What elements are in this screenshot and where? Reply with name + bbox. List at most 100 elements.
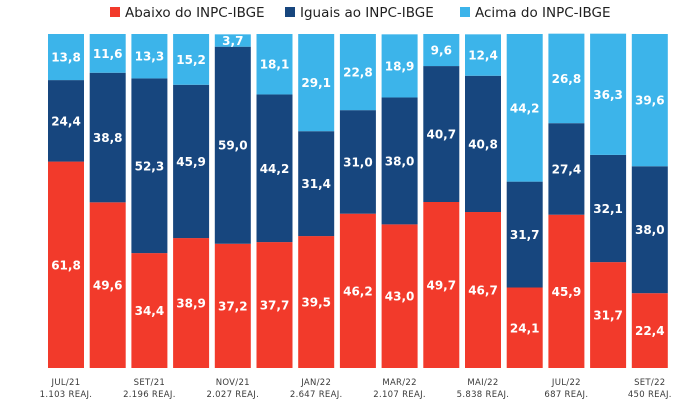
bar-segment (423, 34, 460, 67)
data-label: 61,8 (51, 258, 81, 272)
legend-label: Iguais ao INPC-IBGE (300, 5, 434, 21)
data-label: 31,7 (593, 309, 623, 323)
data-label: 18,9 (385, 59, 415, 73)
data-label: 46,7 (468, 284, 498, 298)
bar-segment (256, 34, 293, 95)
legend-swatch (460, 7, 470, 17)
data-label: 22,8 (343, 66, 373, 80)
bar-segment (173, 238, 210, 368)
bar-column-MAI/22 (465, 34, 501, 368)
data-label: 34,4 (135, 304, 165, 318)
data-label: 32,1 (593, 202, 623, 216)
bars (48, 33, 668, 368)
bar-segment (590, 33, 627, 155)
bar-segment (214, 34, 251, 47)
bar-column-NOV/21 (214, 34, 251, 368)
bar-column-SET/21 (131, 34, 168, 368)
bar-segment (548, 33, 585, 124)
legend-label: Acima do INPC-IBGE (475, 5, 611, 21)
bar-segment (465, 75, 501, 213)
x-axis-ticks: JUL/21 1.103 REAJ. SET/21 2.196 REAJ. NOV/21… (40, 378, 672, 400)
tick-label: MAR/22 2.107 REAJ. (373, 378, 426, 400)
bar-segment (48, 80, 84, 162)
bar-segment (214, 46, 251, 244)
data-label: 38,0 (635, 223, 665, 237)
bar-segment (381, 34, 418, 98)
bar-column-OUT/21 (173, 34, 210, 368)
data-label: 44,2 (510, 101, 540, 115)
bar-column-MAR/22 (381, 34, 418, 368)
bar-column-AGO/22 (590, 33, 627, 368)
data-label: 49,6 (93, 279, 123, 293)
bar-segment (131, 253, 168, 368)
bar-column-JUL/21 (48, 34, 84, 368)
data-label: 40,7 (426, 128, 456, 142)
data-label: 38,8 (93, 131, 123, 145)
bar-segment (381, 224, 418, 368)
data-label: 43,0 (385, 290, 415, 304)
tick-count: 2.027 REAJ. (206, 390, 259, 400)
bar-segment (131, 78, 168, 254)
bar-segment (506, 34, 543, 182)
tick-month: MAI/22 (467, 378, 498, 388)
data-label: 49,7 (426, 279, 456, 293)
bar-segment (339, 34, 376, 111)
data-label: 24,1 (510, 321, 540, 335)
bar-segment (381, 97, 418, 225)
data-label: 13,3 (135, 50, 165, 64)
bar-segment (506, 181, 543, 288)
tick-label: SET/22 450 REAJ. (628, 378, 672, 400)
tick-month: NOV/21 (216, 378, 250, 388)
tick-label: JAN/22 2.647 REAJ. (290, 378, 343, 400)
data-label: 37,2 (218, 299, 248, 313)
tick-count: 450 REAJ. (628, 390, 672, 400)
bar-segment (131, 34, 168, 79)
bar-segment (89, 72, 126, 203)
tick-label: JUL/21 1.103 REAJ. (40, 378, 93, 400)
legend: Abaixo do INPC-IBGE Iguais ao INPC-IBGE Ac… (110, 5, 611, 21)
data-label: 39,6 (635, 94, 665, 108)
bar-column-JUN/22 (506, 34, 543, 368)
bar-segment (506, 287, 543, 368)
bar-segment (173, 34, 210, 85)
data-label: 11,6 (93, 47, 123, 61)
bar-segment (298, 236, 335, 368)
legend-swatch (285, 7, 295, 17)
tick-count: 1.103 REAJ. (40, 390, 93, 400)
data-label: 46,2 (343, 284, 373, 298)
bar-segment (48, 34, 84, 81)
data-label: 3,7 (222, 34, 243, 48)
bar-segment (631, 34, 668, 167)
data-label: 22,4 (635, 324, 665, 338)
tick-month: JUL/21 (51, 378, 81, 388)
data-label: 29,1 (301, 76, 331, 90)
bar-segment (631, 293, 668, 368)
bar-segment (465, 34, 501, 76)
bar-segment (631, 166, 668, 294)
tick-label: SET/21 2.196 REAJ. (123, 378, 175, 400)
tick-label: MAI/22 5.838 REAJ. (457, 378, 509, 400)
bar-segment (89, 202, 126, 368)
tick-count: 2.107 REAJ. (373, 390, 426, 400)
data-label: 18,1 (260, 58, 290, 72)
bar-column-JAN/22 (298, 34, 335, 368)
legend-swatch (110, 7, 120, 17)
legend-item-2: Iguais ao INPC-IBGE (285, 5, 434, 21)
data-label: 27,4 (552, 162, 582, 176)
data-label: 31,7 (510, 228, 540, 242)
data-label: 52,3 (135, 159, 165, 173)
legend-label: Abaixo do INPC-IBGE (125, 5, 265, 21)
legend-item-3: Acima do INPC-IBGE (460, 5, 611, 21)
tick-month: MAR/22 (382, 378, 417, 388)
data-label: 38,0 (385, 154, 415, 168)
data-label: 38,9 (176, 297, 206, 311)
tick-count: 2.647 REAJ. (290, 390, 343, 400)
bar-column-ABR/22 (423, 34, 460, 368)
data-label: 45,9 (176, 155, 206, 169)
tick-label: NOV/21 2.027 REAJ. (206, 378, 259, 400)
data-label: 39,5 (301, 296, 331, 310)
bar-segment (298, 34, 335, 132)
data-label: 15,2 (176, 53, 206, 67)
data-label: 12,4 (468, 49, 498, 63)
